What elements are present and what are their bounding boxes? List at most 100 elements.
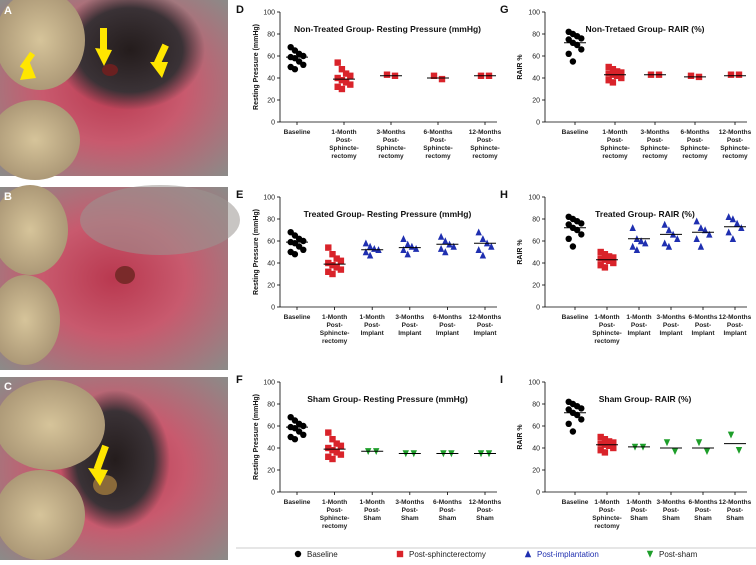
- point: [661, 220, 668, 228]
- point: [342, 70, 350, 77]
- point: [727, 71, 735, 78]
- legend-marker: [396, 550, 404, 558]
- x-tick-label: 6-Months: [689, 499, 718, 506]
- point: [333, 255, 340, 262]
- point: [610, 444, 617, 452]
- x-tick-label: Post-: [727, 137, 743, 144]
- x-tick-label: Sphincte-: [320, 515, 350, 522]
- x-tick-label: 6-Months: [681, 129, 710, 136]
- point: [693, 217, 700, 225]
- point: [329, 251, 336, 258]
- x-tick-label: 12-Months: [469, 314, 502, 321]
- x-tick-label: 1-Month: [322, 314, 347, 321]
- x-tick-label: Post-: [727, 322, 743, 329]
- point: [578, 416, 585, 423]
- point: [569, 58, 577, 65]
- y-tick-label: 80: [532, 402, 540, 409]
- x-tick-label: Baseline: [562, 314, 589, 321]
- point: [347, 72, 354, 79]
- point: [613, 72, 621, 79]
- y-tick-label: 100: [263, 195, 275, 202]
- y-tick-label: 20: [267, 283, 275, 290]
- point: [450, 242, 457, 250]
- x-tick-label: Post-: [439, 507, 455, 514]
- point: [338, 85, 346, 93]
- x-tick-label: Post-: [364, 322, 380, 329]
- point: [442, 237, 449, 245]
- x-tick-label: Post-: [647, 137, 663, 144]
- x-tick-label: Post-: [599, 322, 615, 329]
- x-tick-label: Post-: [336, 137, 352, 144]
- x-tick-label: Post-: [599, 507, 615, 514]
- x-tick-label: Post-: [687, 137, 703, 144]
- y-tick-label: 60: [532, 54, 540, 61]
- y-tick-label: 60: [532, 424, 540, 431]
- point: [329, 262, 336, 269]
- point: [735, 447, 743, 454]
- point: [329, 436, 336, 443]
- point: [325, 244, 332, 251]
- y-tick-label: 80: [532, 32, 540, 39]
- point: [300, 52, 307, 60]
- point: [618, 74, 625, 82]
- point: [437, 245, 445, 252]
- photo-label: A: [4, 5, 12, 17]
- point: [291, 66, 299, 73]
- x-tick-label: Baseline: [562, 499, 589, 506]
- point: [597, 255, 604, 262]
- x-tick-label: 12-Months: [469, 499, 502, 506]
- x-tick-label: Post-: [663, 507, 679, 514]
- point: [438, 75, 446, 83]
- photo-a: A: [0, 0, 228, 180]
- point: [475, 228, 482, 236]
- point: [697, 242, 705, 250]
- chart-title: Sham Group- RAIR (%): [599, 394, 692, 404]
- point: [605, 257, 613, 264]
- point: [475, 246, 482, 253]
- x-tick-label: Sphincte-: [592, 515, 622, 522]
- x-tick-label: Implant: [436, 330, 460, 337]
- x-tick-label: 1-Month: [626, 314, 651, 321]
- point: [597, 440, 604, 447]
- point: [609, 79, 617, 86]
- point: [412, 245, 420, 252]
- photo-label: C: [4, 381, 12, 393]
- y-tick-label: 100: [528, 10, 540, 17]
- point: [325, 453, 332, 460]
- point: [725, 213, 732, 220]
- x-tick-label: rectomy: [642, 153, 668, 160]
- point: [565, 420, 572, 427]
- y-tick-label: 0: [271, 490, 275, 497]
- x-tick-label: Sphincte-: [423, 145, 453, 152]
- x-tick-label: 3-Months: [395, 499, 424, 506]
- point: [697, 224, 705, 231]
- point: [610, 254, 617, 261]
- x-tick-label: 12-Months: [719, 314, 752, 321]
- y-tick-label: 20: [267, 468, 275, 475]
- x-tick-label: Sham: [363, 515, 381, 522]
- point: [665, 242, 673, 250]
- point: [601, 251, 609, 258]
- x-tick-label: Baseline: [562, 129, 589, 136]
- x-tick-label: Sphincte-: [680, 145, 710, 152]
- point: [366, 242, 374, 250]
- point: [488, 242, 495, 250]
- point: [329, 447, 336, 454]
- point: [735, 71, 743, 78]
- point: [637, 237, 645, 245]
- chart-title: Treated Group- Resting Pressure (mmHg): [304, 209, 472, 219]
- y-tick-label: 100: [528, 380, 540, 387]
- legend-label: Baseline: [307, 550, 338, 559]
- x-tick-label: Implant: [473, 330, 497, 337]
- panel-label: E: [236, 189, 243, 201]
- x-tick-label: Implant: [361, 330, 385, 337]
- chart-title: Sham Group- Resting Pressure (mmHg): [307, 394, 468, 404]
- x-tick-label: 1-Month: [602, 129, 627, 136]
- point: [404, 240, 411, 248]
- x-tick-label: 3-Months: [657, 499, 686, 506]
- point: [300, 61, 307, 68]
- point: [338, 77, 346, 84]
- legend-marker: [646, 550, 654, 558]
- point: [671, 448, 679, 455]
- point: [642, 239, 649, 247]
